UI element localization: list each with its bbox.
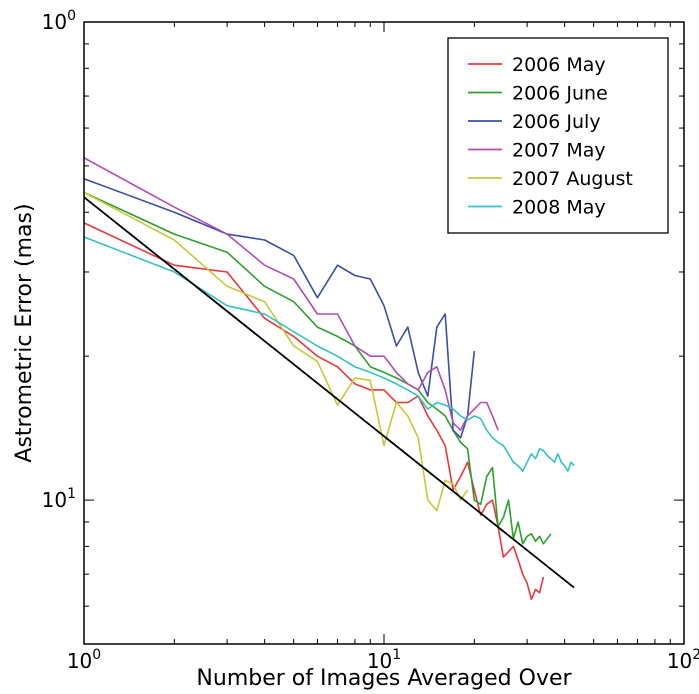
legend-items: 2006 May 2006 June 2006 July 2007 May 2007 A… (468, 54, 633, 219)
series-line-2006-july (83, 178, 476, 439)
legend-label-2007-august: 2007 August (512, 168, 633, 190)
legend-label-2007-may: 2007 May (512, 140, 606, 162)
legend-label-2006-july: 2006 July (512, 111, 601, 133)
series-line-fit (83, 196, 575, 589)
y-tick-label: 101 (42, 486, 76, 512)
y-tick-label: 100 (42, 8, 76, 34)
x-tick-label: 101 (367, 647, 401, 673)
x-tick-label: 102 (667, 647, 699, 673)
series-line-2007-may (83, 157, 499, 431)
legend-label-2008-may: 2008 May (512, 197, 606, 219)
legend-box (447, 37, 669, 234)
x-tick-label: 100 (67, 647, 101, 673)
series-line-2006-may (83, 222, 545, 601)
series-line-2006-june (83, 191, 552, 545)
legend-label-2006-may: 2006 May (512, 54, 606, 76)
legend: 2006 May 2006 June 2006 July 2007 May 2007 A… (447, 37, 669, 234)
legend-label-2006-june: 2006 June (512, 83, 608, 105)
axis-ticks: 100 101 102 100 101 (42, 8, 699, 673)
x-axis-label: Number of Images Averaged Over (196, 666, 572, 691)
y-axis-label: Astrometric Error (mas) (12, 203, 37, 462)
series-line-2008-may (83, 236, 575, 472)
series-line-2007-august (83, 191, 469, 512)
series-lines (83, 157, 575, 601)
